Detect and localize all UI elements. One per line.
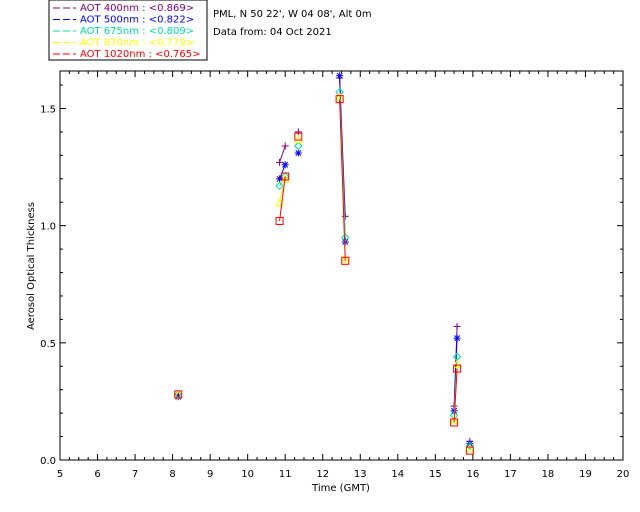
data-point xyxy=(275,181,284,191)
axis-ticks: 5 6 7 8 9 10 11 12 13 14 15 16 17 18 19 20 0.0 0.5 1.0 1.5 xyxy=(40,71,629,480)
y-tick-label: 0.5 xyxy=(40,339,56,350)
series-line xyxy=(279,145,286,163)
data-point xyxy=(453,364,462,373)
x-tick-label: 5 xyxy=(57,469,63,480)
data-point xyxy=(340,253,350,263)
series-2 xyxy=(174,87,475,451)
data-point xyxy=(341,233,350,242)
x-tick-label: 19 xyxy=(579,469,592,480)
x-tick-label: 6 xyxy=(94,469,100,480)
legend-entry: AOT 675nm : <0.809> xyxy=(80,26,194,37)
x-tick-label: 20 xyxy=(617,469,630,480)
data-point xyxy=(294,134,303,143)
data-point xyxy=(465,441,475,451)
y-tick-label: 0.0 xyxy=(40,456,56,467)
data-point xyxy=(452,359,462,368)
series-line xyxy=(279,176,286,222)
data-point xyxy=(276,158,284,166)
y-axis-label: Aerosol Optical Thickness xyxy=(26,202,37,330)
data-point xyxy=(453,322,461,330)
x-tick-label: 11 xyxy=(279,469,292,480)
data-point xyxy=(281,142,289,150)
data-point xyxy=(294,128,302,136)
legend-entry: AOT 500nm : <0.822> xyxy=(80,15,194,26)
legend-box xyxy=(48,0,208,61)
x-tick-label: 8 xyxy=(169,469,175,480)
series-0 xyxy=(174,74,474,445)
legend: AOT 400nm : <0.869>AOT 500nm : <0.822>AO… xyxy=(53,3,200,60)
data-point xyxy=(275,197,284,207)
x-tick-label: 10 xyxy=(241,469,254,480)
date-info: Data from: 04 Oct 2021 xyxy=(213,27,332,38)
data-point xyxy=(450,418,459,427)
data-point xyxy=(449,415,459,425)
x-tick-label: 16 xyxy=(466,469,479,480)
data-point xyxy=(294,149,302,157)
legend-entry: AOT 400nm : <0.869> xyxy=(80,3,194,14)
series-line xyxy=(279,164,286,179)
data-point xyxy=(336,72,344,80)
data-point xyxy=(294,132,303,141)
x-axis-label: Time (GMT) xyxy=(311,483,370,494)
x-tick-label: 13 xyxy=(354,469,367,480)
data-point xyxy=(453,334,461,342)
x-tick-label: 17 xyxy=(504,469,517,480)
x-tick-label: 12 xyxy=(316,469,329,480)
legend-entry: AOT 1020nm : <0.765> xyxy=(80,49,200,60)
x-tick-label: 18 xyxy=(542,469,555,480)
data-point xyxy=(341,256,350,265)
data-point xyxy=(281,161,289,169)
data-point xyxy=(174,390,183,399)
series-layer xyxy=(173,72,475,455)
x-tick-label: 9 xyxy=(207,469,213,480)
y-tick-label: 1.0 xyxy=(40,222,56,233)
data-point xyxy=(335,95,344,104)
y-tick-label: 1.5 xyxy=(40,104,56,115)
site-info: PML, N 50 22', W 04 08', Alt 0m xyxy=(213,9,372,20)
data-point xyxy=(281,172,290,181)
data-point xyxy=(275,216,284,225)
series-line xyxy=(339,99,346,261)
legend-entry: AOT 870nm : <0.779> xyxy=(80,38,194,49)
data-point xyxy=(341,212,349,220)
data-point xyxy=(465,443,475,453)
data-point xyxy=(294,141,303,151)
x-tick-label: 15 xyxy=(429,469,442,480)
data-point xyxy=(466,440,474,448)
series-4 xyxy=(174,95,474,455)
series-line xyxy=(453,368,458,423)
x-tick-label: 14 xyxy=(391,469,404,480)
data-point xyxy=(280,174,290,183)
series-1 xyxy=(174,72,474,448)
series-3 xyxy=(173,92,475,453)
x-tick-label: 7 xyxy=(132,469,138,480)
data-point xyxy=(465,446,474,455)
